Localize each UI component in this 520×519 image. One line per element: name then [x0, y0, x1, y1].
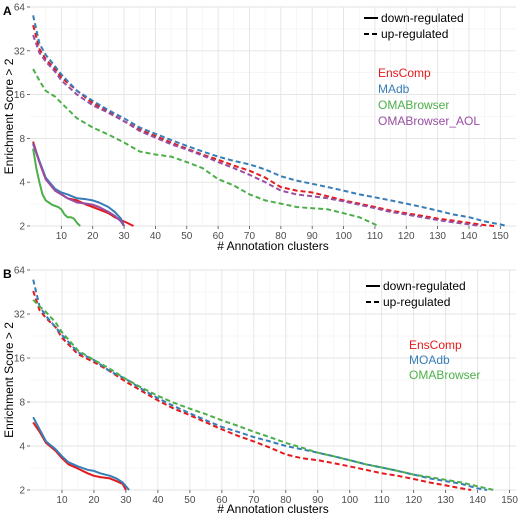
- x-tick-label: 20: [87, 231, 99, 242]
- panel-b-legend-down-regulated: down-regulated: [383, 279, 466, 293]
- series-line-madb-up: [32, 15, 507, 227]
- panel-a-x-ticks: 10 20 30 40 50 60 70 80 90 100 110 120 130 140 150: [56, 226, 509, 242]
- series-line-moadb-down: [32, 416, 130, 491]
- x-tick-label: 140: [461, 231, 478, 242]
- panel-a-series-label-omabrowser-aol: OMABrowser_AOL: [378, 114, 480, 128]
- panel-a-series-label-omabrowser: OMABrowser: [378, 98, 449, 112]
- panel-a-y-axis-title: Enrichment Score > 2: [2, 58, 16, 174]
- x-tick-label: 30: [120, 495, 132, 506]
- panel-a-legend-up-regulated: up-regulated: [381, 27, 448, 41]
- x-tick-label: 10: [56, 231, 68, 242]
- series-line-enscomp-down: [32, 421, 127, 491]
- x-tick-label: 70: [248, 495, 260, 506]
- x-tick-label: 110: [367, 231, 383, 242]
- y-tick-label: 32: [14, 46, 26, 57]
- x-tick-label: 80: [275, 231, 287, 242]
- panel-b-x-axis-title: # Annotation clusters: [217, 502, 328, 516]
- panel-a-grid: [30, 6, 516, 227]
- panel-a-line-style-legend: down-regulated up-regulated: [364, 11, 464, 41]
- series-line-enscomp-up: [32, 290, 472, 491]
- panel-b-series-label-omabrowser: OMABrowser: [409, 368, 480, 382]
- panel-a-label: A: [3, 4, 12, 18]
- panel-a-series-legend: EnsComp MAdb OMABrowser OMABrowser_AOL: [378, 66, 480, 128]
- panel-a-series-label-enscomp: EnsComp: [378, 66, 431, 80]
- panel-b-y-axis-title: Enrichment Score > 2: [2, 322, 16, 438]
- x-tick-label: 70: [244, 231, 256, 242]
- x-tick-label: 20: [88, 495, 100, 506]
- panel-b-series-legend: EnsComp MOAdb OMABrowser: [409, 338, 480, 382]
- x-tick-label: 90: [312, 495, 324, 506]
- x-tick-label: 40: [152, 495, 164, 506]
- x-tick-label: 120: [398, 231, 415, 242]
- x-tick-label: 130: [429, 231, 446, 242]
- panel-b: 10 20 30 40 50 60 70 80 90 100 110 120 130 140 150 2 4 8…: [2, 266, 518, 517]
- y-tick-label: 2: [19, 222, 25, 233]
- series-line-omabrowser-down: [32, 148, 81, 227]
- x-tick-label: 110: [374, 495, 390, 506]
- y-tick-label: 16: [14, 354, 26, 365]
- panel-b-line-style-legend: down-regulated up-regulated: [366, 279, 466, 309]
- y-tick-label: 16: [14, 90, 26, 101]
- series-line-enscomp-up: [32, 24, 495, 227]
- panel-b-y-ticks: 2 4 8 16 32 64: [14, 266, 30, 497]
- panel-b-series-lines: [32, 279, 494, 491]
- series-line-moadb-up: [32, 279, 488, 491]
- y-tick-label: 8: [19, 398, 25, 409]
- panel-b-series-label-enscomp: EnsComp: [409, 338, 462, 352]
- y-tick-label: 4: [19, 178, 25, 189]
- panel-a-series-label-madb: MAdb: [378, 82, 410, 96]
- panel-a: 10 20 30 40 50 60 70 80 90 100 110 120 130 140 150 2 4 8…: [2, 3, 516, 253]
- series-line-omabrowser-aol-up: [32, 34, 482, 227]
- x-tick-label: 140: [469, 495, 486, 506]
- panel-b-x-ticks: 10 20 30 40 50 60 70 80 90 100 110 120 130 140 150: [56, 490, 518, 506]
- x-tick-label: 50: [181, 231, 193, 242]
- x-tick-label: 40: [150, 231, 162, 242]
- x-tick-label: 130: [437, 495, 454, 506]
- x-tick-label: 50: [184, 495, 196, 506]
- panel-b-legend-up-regulated: up-regulated: [383, 295, 450, 309]
- series-line-omabrowser-aol-down: [32, 143, 125, 227]
- series-line-omabrowser-up: [32, 299, 494, 491]
- y-tick-label: 32: [14, 310, 26, 321]
- panel-a-x-axis-title: # Annotation clusters: [217, 239, 328, 253]
- x-tick-label: 60: [213, 231, 225, 242]
- x-tick-label: 120: [405, 495, 422, 506]
- y-tick-label: 2: [19, 486, 25, 497]
- x-tick-label: 100: [341, 495, 358, 506]
- y-tick-label: 8: [19, 134, 25, 145]
- y-tick-label: 64: [14, 266, 26, 277]
- x-tick-label: 10: [56, 495, 68, 506]
- x-tick-label: 30: [119, 231, 131, 242]
- x-tick-label: 100: [335, 231, 352, 242]
- x-tick-label: 150: [501, 495, 518, 506]
- x-tick-label: 80: [280, 495, 292, 506]
- y-tick-label: 64: [14, 3, 26, 14]
- panel-b-label: B: [3, 267, 12, 281]
- y-tick-label: 4: [19, 442, 25, 453]
- panel-b-grid: [30, 269, 516, 491]
- x-tick-label: 150: [492, 231, 509, 242]
- panel-a-legend-down-regulated: down-regulated: [381, 11, 464, 25]
- series-line-omabrowser-up: [32, 68, 379, 227]
- panel-a-series-lines: [32, 15, 507, 227]
- x-tick-label: 90: [307, 231, 319, 242]
- x-tick-label: 60: [216, 495, 228, 506]
- panel-b-series-label-moadb: MOAdb: [409, 353, 450, 367]
- panel-a-y-ticks: 2 4 8 16 32 64: [14, 3, 30, 233]
